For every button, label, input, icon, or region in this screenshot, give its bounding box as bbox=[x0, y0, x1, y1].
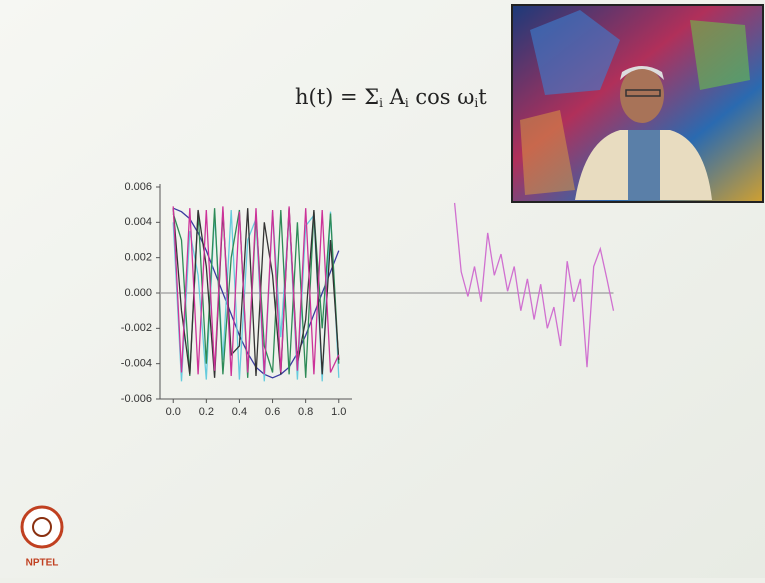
x-tick-label: 0.8 bbox=[298, 406, 313, 418]
y-tick-label: 0.000 bbox=[124, 287, 152, 299]
formula-part: cos ω bbox=[409, 85, 475, 109]
logo-text: NPTEL bbox=[26, 558, 59, 569]
y-tick-label: -0.004 bbox=[121, 358, 152, 370]
slide: h(t) = Σi Ai cos ωit NPTEL -0.006 -0.004 -… bbox=[0, 0, 765, 578]
formula-part: h(t) = Σ bbox=[295, 85, 379, 109]
page: h(t) = Σi Ai cos ωit NPTEL -0.006 -0.004 -… bbox=[0, 0, 765, 578]
x-tick-label: 0.6 bbox=[265, 406, 280, 418]
y-tick-label: -0.006 bbox=[121, 393, 152, 405]
y-tick-label: 0.004 bbox=[124, 216, 152, 228]
formula-part: t bbox=[478, 85, 487, 109]
y-tick-label: 0.002 bbox=[124, 252, 152, 264]
y-tick-label: -0.002 bbox=[121, 322, 152, 334]
video-inset bbox=[512, 5, 763, 202]
x-tick-label: 1.0 bbox=[331, 406, 346, 418]
x-tick-label: 0.4 bbox=[232, 406, 247, 418]
formula-part: A bbox=[383, 85, 406, 109]
y-tick-label: 0.006 bbox=[124, 181, 152, 193]
x-tick-label: 0.0 bbox=[166, 406, 181, 418]
formula: h(t) = Σi Ai cos ωit bbox=[295, 85, 487, 110]
logo: NPTEL bbox=[22, 507, 62, 569]
x-tick-label: 0.2 bbox=[199, 406, 214, 418]
